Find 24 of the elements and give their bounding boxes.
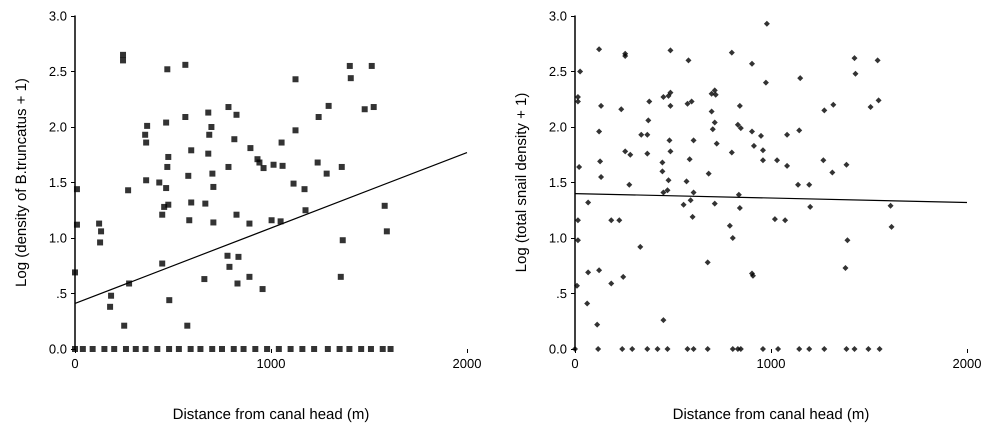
y-tick-label: 2.5 <box>548 64 567 79</box>
y-tick-label: .5 <box>556 286 567 301</box>
x-tick-label: 1000 <box>756 356 786 371</box>
x-tick-label: 0 <box>571 356 579 371</box>
x-tick-label: 2000 <box>452 356 482 371</box>
y-tick-label: 2.0 <box>48 120 67 134</box>
x-tick-label: 2000 <box>952 356 982 371</box>
y-tick-label: 3.0 <box>48 8 67 24</box>
y-tick-label: 2.0 <box>548 120 567 134</box>
y-tick-label: 2.5 <box>48 64 67 79</box>
y-tick-label: 1.5 <box>48 175 67 190</box>
x-axis-title: Distance from canal head (m) <box>672 406 870 423</box>
y-tick-label: 0.0 <box>48 342 67 356</box>
x-tick-label: 1000 <box>256 356 286 371</box>
y-tick-label: 1.5 <box>548 175 567 190</box>
x-tick-label: 0 <box>71 356 79 371</box>
y-axis-title: Log (total snail density + 1) <box>513 92 530 272</box>
y-tick-label: .5 <box>56 286 67 301</box>
y-tick-label: 3.0 <box>548 8 567 24</box>
x-axis-title: Distance from canal head (m) <box>172 406 370 423</box>
y-tick-label: 1.0 <box>548 230 567 246</box>
y-tick-label: 0.0 <box>548 342 567 356</box>
y-tick-label: 1.0 <box>48 230 67 246</box>
y-axis-title: Log (density of B.truncatus + 1) <box>13 78 30 287</box>
